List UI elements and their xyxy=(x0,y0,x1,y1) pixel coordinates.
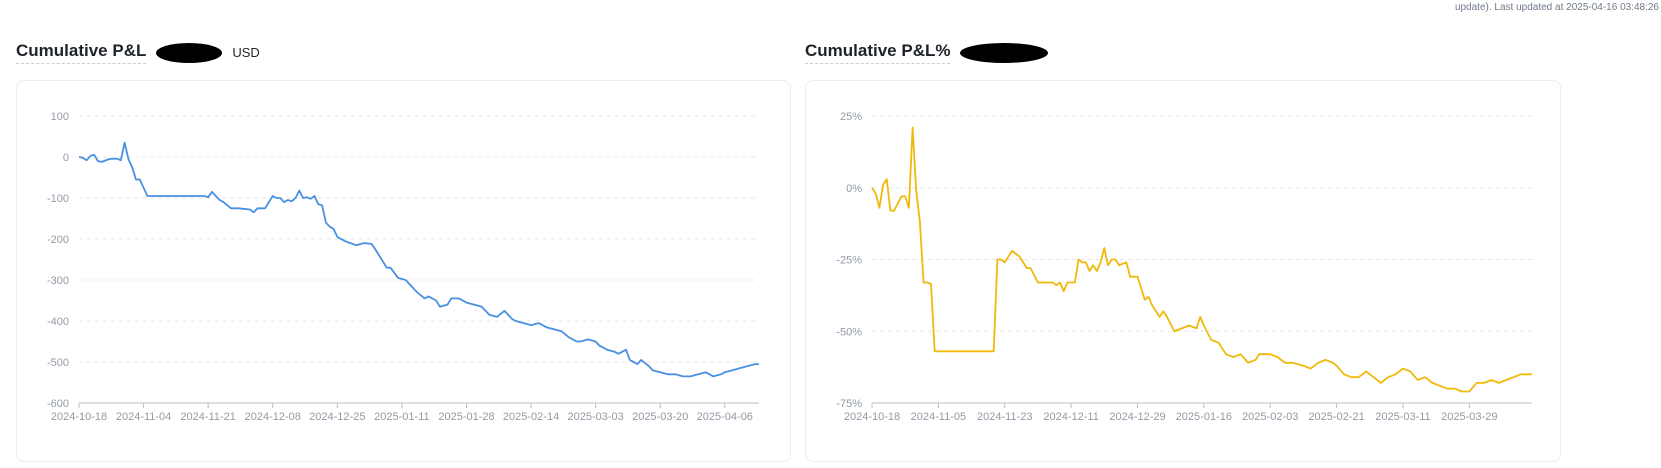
pnl-title: Cumulative P&L xyxy=(16,41,147,64)
x-tick-label: 2025-03-20 xyxy=(632,411,688,423)
y-tick-label: -500 xyxy=(47,357,69,369)
redacted-value xyxy=(156,42,223,63)
x-tick-label: 2024-10-18 xyxy=(844,411,900,423)
series-line xyxy=(871,126,1532,393)
y-tick-label: -75% xyxy=(836,398,862,410)
x-tick-label: 2024-12-29 xyxy=(1109,411,1165,423)
y-tick-label: 100 xyxy=(51,111,69,123)
x-tick-label: 2024-12-08 xyxy=(245,411,301,423)
redacted-value xyxy=(960,42,1049,63)
pnl-pct-title: Cumulative P&L% xyxy=(805,41,951,64)
x-tick-label: 2025-01-28 xyxy=(438,411,494,423)
x-tick-label: 2024-12-11 xyxy=(1043,411,1098,423)
pnl-pct-chart-card: 25% 0% -25% -50% -75% 2024-10-18 2024-11-05 202… xyxy=(805,80,1561,462)
x-tick-label: 2025-03-03 xyxy=(568,411,624,423)
y-tick-label: -100 xyxy=(47,193,69,205)
y-tick-label: 0% xyxy=(846,183,862,195)
x-tick-label: 2025-02-03 xyxy=(1242,411,1298,423)
pnl-pct-header: Cumulative P&L% xyxy=(805,41,1049,64)
x-tick-label: 2024-11-21 xyxy=(180,411,235,423)
x-tick-label: 2025-02-21 xyxy=(1308,411,1364,423)
x-tick-label: 2025-03-29 xyxy=(1441,411,1497,423)
x-tick-label: 2024-11-23 xyxy=(977,411,1032,423)
y-tick-label: -600 xyxy=(47,398,69,410)
x-tick-label: 2025-01-11 xyxy=(374,411,429,423)
y-tick-label: -50% xyxy=(836,326,862,338)
last-updated-note: update). Last updated at 2025-04-16 03:4… xyxy=(1454,2,1659,13)
series-line xyxy=(78,141,759,378)
x-tick-label: 2025-03-11 xyxy=(1375,411,1430,423)
x-tick-label: 2024-11-05 xyxy=(911,411,966,423)
y-tick-label: 25% xyxy=(840,111,862,123)
y-tick-label: -200 xyxy=(47,234,69,246)
pnl-chart-card: 100 0 -100 -200 -300 -400 -500 -600 2024-10-18 20… xyxy=(16,80,791,462)
x-tick-label: 2024-12-25 xyxy=(309,411,365,423)
y-tick-label: 0 xyxy=(63,152,69,164)
y-tick-label: -400 xyxy=(47,316,69,328)
pnl-header: Cumulative P&L USD xyxy=(16,41,260,64)
x-tick-label: 2024-11-04 xyxy=(116,411,171,423)
y-tick-label: -25% xyxy=(836,255,862,267)
pnl-unit: USD xyxy=(232,45,260,60)
pnl-pct-chart: 25% 0% -25% -50% -75%2024-10-18 2024-11-05 202… xyxy=(836,111,1532,423)
x-tick-label: 2024-10-18 xyxy=(51,411,107,423)
x-tick-label: 2025-04-06 xyxy=(697,411,753,423)
x-tick-label: 2025-02-14 xyxy=(503,411,559,423)
x-tick-label: 2025-01-16 xyxy=(1176,411,1232,423)
y-tick-label: -300 xyxy=(47,275,69,287)
